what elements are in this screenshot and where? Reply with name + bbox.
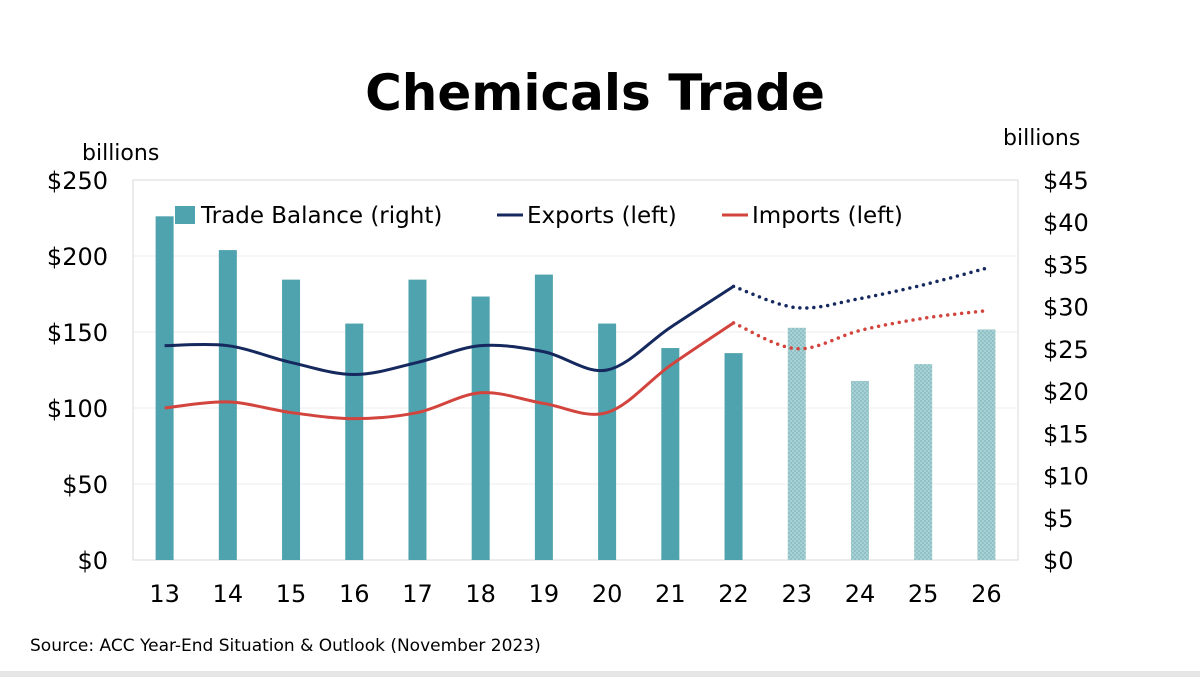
x-tick-label: 20 xyxy=(592,580,623,608)
bar-trade-balance xyxy=(914,364,933,560)
right-tick-label: $5 xyxy=(1043,505,1074,533)
line-exports-forecast xyxy=(731,266,989,310)
bar-trade-balance xyxy=(345,323,364,560)
right-tick-label: $15 xyxy=(1043,420,1089,448)
x-tick-label: 13 xyxy=(149,580,180,608)
bar-trade-balance xyxy=(155,216,174,561)
right-tick-label: $25 xyxy=(1043,336,1089,364)
x-tick-label: 21 xyxy=(655,580,686,608)
legend-swatch-bar xyxy=(175,206,195,224)
left-axis-label: billions xyxy=(82,141,159,166)
left-tick-label: $150 xyxy=(47,319,108,347)
bar-trade-balance xyxy=(598,323,617,560)
x-tick-label: 22 xyxy=(718,580,749,608)
x-tick-label: 25 xyxy=(908,580,939,608)
legend-label: Exports (left) xyxy=(527,203,677,229)
bar-trade-balance xyxy=(977,329,996,560)
right-tick-label: $10 xyxy=(1043,463,1089,491)
left-tick-label: $50 xyxy=(62,471,108,499)
x-tick-label: 19 xyxy=(529,580,560,608)
right-tick-label: $40 xyxy=(1043,209,1089,237)
x-tick-label: 17 xyxy=(402,580,433,608)
bar-trade-balance xyxy=(787,327,806,560)
right-tick-label: $20 xyxy=(1043,378,1089,406)
bar-trade-balance xyxy=(408,279,427,560)
line-exports-actual xyxy=(164,285,735,377)
right-axis-label: billions xyxy=(1003,126,1080,151)
left-tick-label: $200 xyxy=(47,243,108,271)
left-tick-label: $100 xyxy=(47,395,108,423)
chart-title: Chemicals Trade xyxy=(365,64,825,122)
x-tick-label: 26 xyxy=(971,580,1002,608)
line-imports-actual xyxy=(164,321,735,421)
left-tick-label: $0 xyxy=(77,547,108,575)
x-tick-label: 18 xyxy=(465,580,496,608)
legend: Trade Balance (right) Exports (left) Impor… xyxy=(175,203,903,229)
x-tick-label: 24 xyxy=(845,580,876,608)
bar-trade-balance xyxy=(724,353,743,560)
x-tick-label: 15 xyxy=(276,580,307,608)
x-tick-label: 14 xyxy=(213,580,244,608)
bottom-border xyxy=(0,671,1200,677)
x-tick-label: 16 xyxy=(339,580,370,608)
left-tick-label: $250 xyxy=(47,167,108,195)
bar-trade-balance xyxy=(218,250,237,561)
right-tick-label: $35 xyxy=(1043,251,1089,279)
bar-trade-balance xyxy=(471,296,490,560)
bar-trade-balance xyxy=(850,380,869,560)
bar-trade-balance xyxy=(282,279,301,560)
legend-label: Imports (left) xyxy=(752,203,903,229)
x-tick-label: 23 xyxy=(781,580,812,608)
right-tick-label: $30 xyxy=(1043,294,1089,322)
bar-trade-balance xyxy=(661,348,680,560)
plot-area xyxy=(132,179,1019,561)
right-tick-label: $45 xyxy=(1043,167,1089,195)
bar-trade-balance xyxy=(534,274,553,560)
legend-label: Trade Balance (right) xyxy=(200,203,442,229)
right-tick-label: $0 xyxy=(1043,547,1074,575)
source-note: Source: ACC Year-End Situation & Outlook… xyxy=(30,636,541,656)
